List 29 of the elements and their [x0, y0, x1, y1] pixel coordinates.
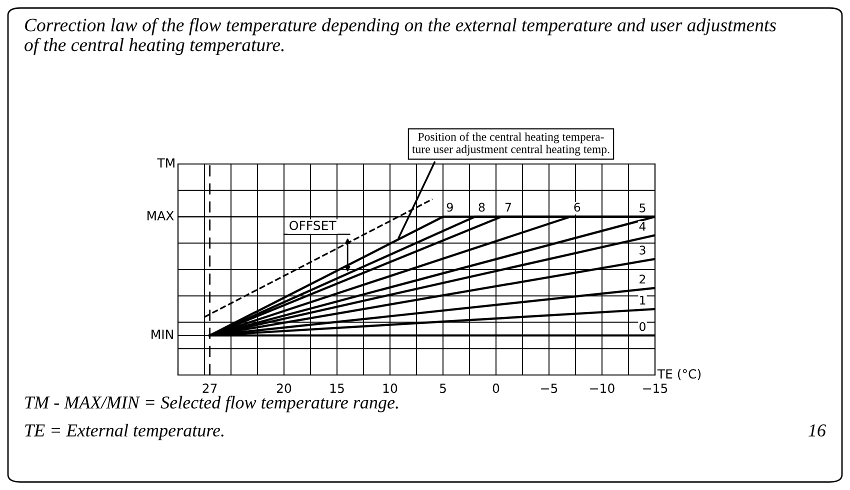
x-tick-label: −10 [590, 384, 614, 394]
y-axis-title: TM [157, 158, 174, 168]
series-label: 9 [446, 202, 453, 212]
x-tick-label: 20 [276, 384, 292, 394]
x-tick-label: 15 [330, 384, 344, 394]
series-label: 7 [505, 202, 511, 212]
series-label: 6 [574, 202, 580, 212]
ref-line-label: MIN [152, 330, 173, 339]
series-label: 5 [640, 204, 646, 212]
series-label: 1 [640, 296, 646, 305]
text: TM - MAX/MIN = Selected flow temperature range. [25, 396, 398, 412]
x-tick-label: −5 [541, 384, 558, 394]
x-tick-label: 27 [202, 384, 217, 393]
ref-line-label: MAX [148, 211, 174, 220]
annotation: Position of the central heating tempera- ture user adjustment central heating temp. [412, 132, 610, 156]
x-tick-label: 10 [383, 384, 398, 394]
x-tick-label: −15 [643, 384, 668, 394]
x-axis-title: TE (°C) [657, 368, 701, 380]
text: 16 [808, 424, 826, 437]
series-label: 0 [640, 322, 646, 332]
series-label: 4 [639, 222, 646, 231]
series-label: 2 [640, 274, 646, 284]
series-label: 8 [478, 202, 485, 212]
chart-title: Correction law of the flow temperature depending on the external temperature and user adjustments of the central heating temperature. [24, 18, 776, 56]
text: TE = External temperature. [25, 424, 224, 440]
series-label: 3 [640, 246, 646, 255]
annotation: OFFSET [290, 220, 336, 230]
x-tick-label: 5 [440, 384, 446, 394]
x-tick-label: 0 [492, 384, 500, 394]
